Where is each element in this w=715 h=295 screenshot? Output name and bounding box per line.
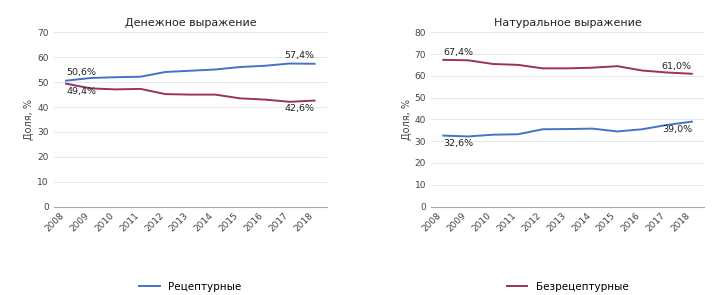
Text: 32,6%: 32,6% <box>443 139 473 148</box>
Text: 61,0%: 61,0% <box>662 62 692 71</box>
Legend: Рецептурные: Рецептурные <box>135 278 246 295</box>
Text: 39,0%: 39,0% <box>661 125 692 134</box>
Text: 49,4%: 49,4% <box>66 87 96 96</box>
Title: Денежное выражение: Денежное выражение <box>124 17 256 27</box>
Legend: Безрецептурные: Безрецептурные <box>503 278 633 295</box>
Title: Натуральное выражение: Натуральное выражение <box>494 17 641 27</box>
Text: 50,6%: 50,6% <box>66 68 96 77</box>
Text: 42,6%: 42,6% <box>285 104 315 113</box>
Y-axis label: Доля, %: Доля, % <box>402 99 412 140</box>
Text: 67,4%: 67,4% <box>443 47 473 57</box>
Text: 57,4%: 57,4% <box>285 51 315 60</box>
Y-axis label: Доля, %: Доля, % <box>24 99 34 140</box>
